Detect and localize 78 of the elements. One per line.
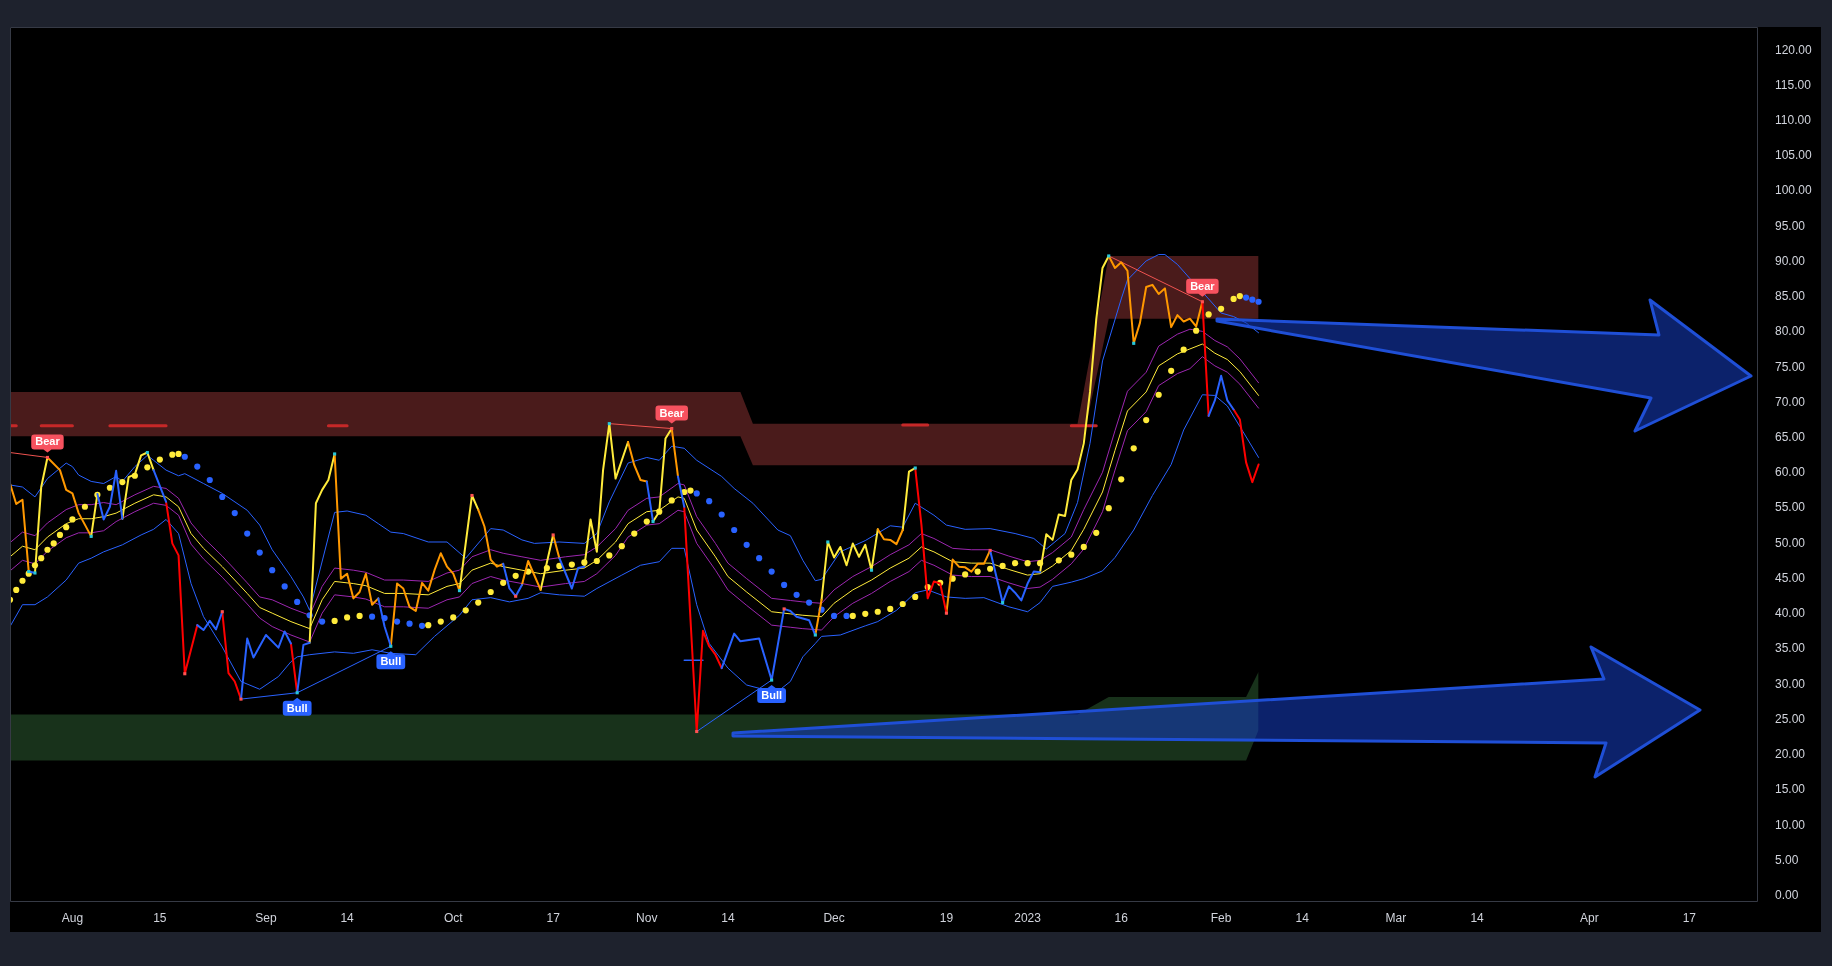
- x-tick-label: 14: [1295, 910, 1310, 925]
- annotation: Bull: [380, 655, 402, 668]
- point: [239, 697, 243, 701]
- point: [869, 568, 874, 572]
- y-tick-label: 110.00: [1775, 113, 1812, 128]
- y-tick-label: 70.00: [1775, 394, 1806, 409]
- point: [333, 452, 337, 456]
- point: [33, 571, 37, 575]
- point: [457, 589, 462, 593]
- x-tick-label: Sep: [255, 910, 277, 925]
- y-tick-label: 55.00: [1775, 500, 1806, 515]
- y-tick-label: 15.00: [1775, 782, 1806, 797]
- annotation: Bear: [35, 435, 61, 448]
- y-tick-label: 5.00: [1775, 852, 1799, 867]
- y-tick-label: 40.00: [1775, 606, 1806, 621]
- point: [220, 610, 224, 614]
- y-tick-label: 100.00: [1775, 183, 1813, 198]
- x-tick-label: 19: [939, 910, 954, 925]
- y-tick-label: 50.00: [1775, 535, 1806, 550]
- annotation: Bear: [659, 406, 685, 419]
- point: [1001, 601, 1005, 605]
- annotation: Bear: [1190, 279, 1216, 292]
- x-tick-label: Oct: [443, 910, 464, 925]
- x-tick-label: 17: [1682, 910, 1697, 925]
- y-tick-label: 60.00: [1775, 465, 1806, 480]
- y-tick-label: 0.00: [1775, 887, 1799, 902]
- x-tick-label: 15: [153, 910, 167, 925]
- point: [770, 678, 774, 682]
- annotation: Bull: [286, 701, 308, 714]
- y-tick-label: 30.00: [1775, 676, 1806, 691]
- x-tick-label: 14: [721, 910, 735, 925]
- point: [826, 540, 830, 544]
- y-tick-label: 45.00: [1775, 570, 1806, 585]
- x-tick-label: 14: [1470, 910, 1485, 925]
- y-tick-label: 95.00: [1775, 218, 1806, 233]
- y-tick-label: 75.00: [1775, 359, 1806, 374]
- y-tick-label: 20.00: [1775, 747, 1806, 762]
- y-tick-label: 65.00: [1775, 430, 1806, 445]
- point: [607, 422, 611, 426]
- x-tick-label: Mar: [1385, 910, 1407, 925]
- point: [651, 520, 655, 524]
- x-tick-label: Nov: [636, 910, 658, 925]
- x-tick-label: 17: [546, 910, 561, 925]
- point: [183, 672, 187, 676]
- x-tick-label: 14: [340, 910, 355, 925]
- point: [1107, 254, 1111, 258]
- point: [695, 729, 699, 734]
- point: [470, 493, 474, 498]
- y-tick-label: 115.00: [1775, 77, 1812, 92]
- point: [782, 607, 786, 611]
- point: [514, 594, 518, 598]
- point: [913, 466, 917, 470]
- point: [988, 548, 992, 553]
- point: [813, 633, 817, 637]
- y-tick-label: 105.00: [1775, 148, 1813, 163]
- point: [145, 450, 149, 455]
- y-tick-label: 120.00: [1775, 42, 1813, 57]
- point: [1132, 341, 1136, 345]
- point: [551, 533, 555, 537]
- x-tick-label: Dec: [823, 910, 845, 925]
- point: [1200, 300, 1204, 304]
- x-tick-label: Apr: [1580, 910, 1599, 925]
- point: [295, 691, 299, 695]
- point: [89, 534, 93, 538]
- y-tick-label: 10.00: [1775, 817, 1806, 832]
- point: [944, 611, 948, 615]
- point: [389, 644, 393, 648]
- x-tick-label: Aug: [61, 910, 84, 925]
- x-tick-label: 16: [1114, 910, 1129, 925]
- point: [670, 427, 674, 431]
- y-tick-label: 90.00: [1775, 253, 1806, 268]
- y-tick-label: 85.00: [1775, 289, 1806, 304]
- y-tick-label: 25.00: [1775, 711, 1806, 726]
- x-tick-label: Feb: [1210, 910, 1232, 925]
- point: [45, 455, 50, 460]
- y-tick-label: 35.00: [1775, 641, 1806, 656]
- x-tick-label: 2023: [1014, 910, 1042, 925]
- y-tick-label: 80.00: [1775, 324, 1806, 339]
